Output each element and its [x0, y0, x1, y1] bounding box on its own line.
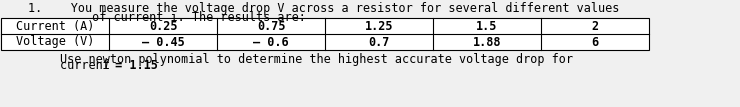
Text: – 0.6: – 0.6 — [253, 36, 289, 48]
Text: 6: 6 — [591, 36, 599, 48]
Text: of current i. The results are:: of current i. The results are: — [28, 11, 306, 24]
Text: Use newton polynomial to determine the highest accurate voltage drop for: Use newton polynomial to determine the h… — [60, 53, 573, 66]
Text: 0.7: 0.7 — [369, 36, 390, 48]
Text: 1.88: 1.88 — [473, 36, 501, 48]
Text: 1.    You measure the voltage drop V across a resistor for several different val: 1. You measure the voltage drop V across… — [28, 1, 619, 15]
Text: 0.25: 0.25 — [149, 19, 178, 33]
Text: – 0.45: – 0.45 — [141, 36, 184, 48]
Text: 1.25: 1.25 — [365, 19, 393, 33]
Text: i: i — [103, 59, 110, 72]
Text: = 1.15: = 1.15 — [107, 59, 158, 72]
Text: 2: 2 — [591, 19, 599, 33]
Text: 1.5: 1.5 — [477, 19, 498, 33]
Text: current: current — [60, 59, 117, 72]
Text: Current (A): Current (A) — [16, 19, 94, 33]
Bar — [1, 18, 649, 50]
Text: Voltage (V): Voltage (V) — [16, 36, 94, 48]
Bar — [1, 18, 649, 50]
Text: 0.75: 0.75 — [257, 19, 285, 33]
